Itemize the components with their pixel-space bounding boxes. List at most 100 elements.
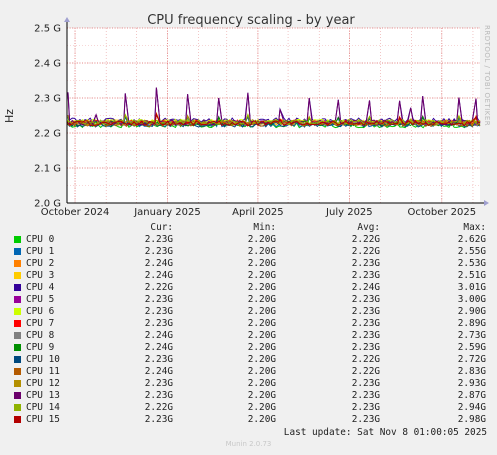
legend-cur: 2.23G	[144, 390, 173, 401]
axes	[64, 17, 489, 206]
y-axis-arrow	[64, 17, 70, 22]
series-line-cpu-15	[66, 112, 481, 127]
legend-min: 2.20G	[247, 354, 276, 365]
legend-avg: 2.23G	[351, 402, 380, 413]
legend-avg: 2.23G	[351, 294, 380, 305]
y-tick-label: 2.3 G	[34, 94, 61, 105]
y-tick-labels: 2.0 G 2.1 G 2.2 G 2.3 G 2.4 G 2.5 G	[34, 24, 61, 210]
legend-cur: 2.24G	[144, 258, 173, 269]
legend-cur: 2.23G	[144, 378, 173, 389]
legend-swatch	[14, 356, 21, 363]
legend-min: 2.20G	[247, 306, 276, 317]
legend-swatch	[14, 392, 21, 399]
legend-label: CPU 5	[26, 294, 55, 305]
legend-min: 2.20G	[247, 282, 276, 293]
legend-label: CPU 3	[26, 270, 55, 281]
legend-label: CPU 12	[26, 378, 60, 389]
legend-min: 2.20G	[247, 342, 276, 353]
legend-max: 2.90G	[457, 306, 486, 317]
legend-max: 3.00G	[457, 294, 486, 305]
legend-cur: 2.24G	[144, 270, 173, 281]
legend-label: CPU 2	[26, 258, 55, 269]
legend-max: 2.73G	[457, 330, 486, 341]
rrdtool-credit: RRDTOOL / TOBI OETIKER	[483, 25, 491, 126]
legend-item: CPU 8 2.24G 2.20G 2.23G 2.73G	[12, 330, 492, 342]
legend-label: CPU 6	[26, 306, 55, 317]
legend-swatch	[14, 308, 21, 315]
legend-max: 2.94G	[457, 402, 486, 413]
legend-swatch	[14, 404, 21, 411]
legend-col-max: Max:	[463, 222, 486, 233]
legend-cur: 2.23G	[144, 234, 173, 245]
legend-avg: 2.24G	[351, 282, 380, 293]
legend-min: 2.20G	[247, 294, 276, 305]
legend-label: CPU 0	[26, 234, 55, 245]
legend-label: CPU 1	[26, 246, 55, 257]
legend-label: CPU 4	[26, 282, 55, 293]
legend-swatch	[14, 344, 21, 351]
legend-item: CPU 13 2.23G 2.20G 2.23G 2.87G	[12, 390, 492, 402]
legend-avg: 2.23G	[351, 342, 380, 353]
legend-col-min: Min:	[253, 222, 276, 233]
legend-item: CPU 15 2.23G 2.20G 2.23G 2.98G	[12, 414, 492, 426]
x-axis-arrow	[484, 200, 489, 206]
chart-title: CPU frequency scaling - by year	[147, 13, 355, 28]
legend-item: CPU 6 2.23G 2.20G 2.23G 2.90G	[12, 306, 492, 318]
legend-label: CPU 10	[26, 354, 60, 365]
legend-min: 2.20G	[247, 390, 276, 401]
x-tick-label: April 2025	[232, 207, 283, 218]
legend-label: CPU 7	[26, 318, 55, 329]
legend-max: 2.51G	[457, 270, 486, 281]
x-tick-labels: October 2024 January 2025 April 2025 July 2…	[41, 207, 476, 218]
series-layer	[66, 87, 481, 129]
legend-avg: 2.23G	[351, 258, 380, 269]
legend-swatch	[14, 272, 21, 279]
legend-max: 2.89G	[457, 318, 486, 329]
legend-avg: 2.23G	[351, 318, 380, 329]
legend-rows: CPU 0 2.23G 2.20G 2.22G 2.62G CPU 1 2.23G 2.20G…	[12, 234, 492, 426]
legend-item: CPU 1 2.23G 2.20G 2.22G 2.55G	[12, 246, 492, 258]
legend-avg: 2.22G	[351, 366, 380, 377]
legend-label: CPU 8	[26, 330, 55, 341]
legend-header: Cur: Min: Avg: Max:	[12, 222, 492, 234]
legend-cur: 2.23G	[144, 246, 173, 257]
munin-version: Munin 2.0.73	[225, 440, 272, 448]
series-line-cpu-14	[67, 113, 481, 126]
y-tick-label: 2.5 G	[34, 24, 61, 35]
legend-cur: 2.23G	[144, 354, 173, 365]
legend-cur: 2.23G	[144, 318, 173, 329]
legend-label: CPU 15	[26, 414, 60, 425]
legend-min: 2.20G	[247, 378, 276, 389]
x-tick-label: January 2025	[133, 207, 201, 218]
legend-item: CPU 4 2.22G 2.20G 2.24G 3.01G	[12, 282, 492, 294]
legend-swatch	[14, 248, 21, 255]
legend-swatch	[14, 296, 21, 303]
legend-max: 2.87G	[457, 390, 486, 401]
legend-col-cur: Cur:	[150, 222, 173, 233]
x-tick-label: October 2024	[41, 207, 110, 218]
legend-max: 2.59G	[457, 342, 486, 353]
legend-avg: 2.23G	[351, 330, 380, 341]
x-tick-label: October 2025	[407, 207, 476, 218]
legend-cur: 2.22G	[144, 402, 173, 413]
legend: Cur: Min: Avg: Max: CPU 0 2.23G 2.20G 2.22G…	[12, 222, 492, 426]
legend-label: CPU 9	[26, 342, 55, 353]
y-tick-label: 2.2 G	[34, 129, 61, 140]
legend-max: 2.62G	[457, 234, 486, 245]
legend-max: 2.93G	[457, 378, 486, 389]
legend-label: CPU 13	[26, 390, 60, 401]
legend-max: 2.53G	[457, 258, 486, 269]
legend-avg: 2.22G	[351, 246, 380, 257]
legend-cur: 2.24G	[144, 342, 173, 353]
legend-item: CPU 12 2.23G 2.20G 2.23G 2.93G	[12, 378, 492, 390]
legend-swatch	[14, 332, 21, 339]
legend-max: 2.55G	[457, 246, 486, 257]
legend-label: CPU 14	[26, 402, 60, 413]
legend-item: CPU 5 2.23G 2.20G 2.23G 3.00G	[12, 294, 492, 306]
last-update: Last update: Sat Nov 8 01:00:05 2025	[283, 427, 487, 438]
legend-swatch	[14, 416, 21, 423]
legend-min: 2.20G	[247, 246, 276, 257]
legend-min: 2.20G	[247, 234, 276, 245]
plot-area	[67, 28, 480, 203]
